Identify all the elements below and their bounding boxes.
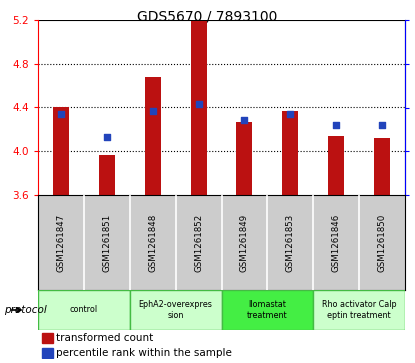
Bar	[145, 77, 161, 195]
Bar	[42, 348, 54, 358]
Text: GSM1261847: GSM1261847	[56, 213, 66, 272]
Text: control: control	[70, 306, 98, 314]
Point	[149, 108, 156, 114]
Text: GSM1261852: GSM1261852	[194, 213, 203, 272]
Bar	[374, 138, 390, 195]
Text: Rho activator Calp
eptin treatment: Rho activator Calp eptin treatment	[322, 300, 396, 320]
Text: GSM1261848: GSM1261848	[148, 213, 157, 272]
Text: GSM1261849: GSM1261849	[240, 213, 249, 272]
Point	[103, 134, 110, 140]
Text: GSM1261853: GSM1261853	[286, 213, 295, 272]
Text: transformed count: transformed count	[56, 333, 154, 343]
Text: protocol: protocol	[4, 305, 47, 315]
Text: GSM1261851: GSM1261851	[103, 213, 111, 272]
Bar	[53, 107, 69, 195]
Bar	[237, 122, 252, 195]
Text: percentile rank within the sample: percentile rank within the sample	[56, 348, 232, 358]
FancyBboxPatch shape	[130, 290, 222, 330]
Text: GDS5670 / 7893100: GDS5670 / 7893100	[137, 9, 278, 23]
FancyBboxPatch shape	[222, 290, 313, 330]
FancyBboxPatch shape	[38, 290, 130, 330]
Point	[333, 122, 339, 128]
Text: GSM1261846: GSM1261846	[332, 213, 341, 272]
Point	[241, 117, 248, 123]
Text: Ilomastat
treatment: Ilomastat treatment	[247, 300, 288, 320]
Bar	[99, 155, 115, 195]
Bar	[190, 21, 207, 195]
Bar	[282, 111, 298, 195]
Point	[58, 111, 64, 117]
Point	[379, 122, 386, 128]
Bar	[328, 136, 344, 195]
Text: EphA2-overexpres
sion: EphA2-overexpres sion	[139, 300, 212, 320]
Point	[287, 111, 294, 117]
FancyBboxPatch shape	[313, 290, 405, 330]
Text: GSM1261850: GSM1261850	[378, 213, 386, 272]
Bar	[42, 333, 54, 343]
Point	[195, 101, 202, 107]
